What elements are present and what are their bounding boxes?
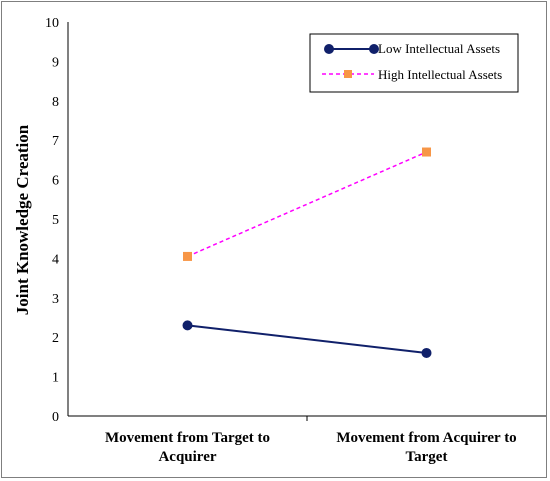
legend: Low Intellectual Assets High Intellectua… xyxy=(309,33,519,93)
x-category-label: Target xyxy=(406,449,448,465)
y-tick-label: 9 xyxy=(52,55,59,70)
data-point-low xyxy=(182,320,193,331)
data-point-high xyxy=(422,147,431,157)
data-point-low xyxy=(421,347,432,358)
x-category-label: Movement from Acquirer to xyxy=(336,430,516,446)
y-tick-label: 7 xyxy=(52,134,59,149)
y-tick-label: 2 xyxy=(52,331,59,346)
y-tick-label: 1 xyxy=(52,371,59,386)
y-axis-label: Joint Knowledge Creation xyxy=(13,124,32,315)
y-tick-label: 6 xyxy=(52,174,59,189)
y-tick-label: 0 xyxy=(52,410,59,425)
y-tick-label: 10 xyxy=(45,16,59,31)
legend-label-low: Low Intellectual Assets xyxy=(378,41,500,56)
y-tick-label: 4 xyxy=(52,252,59,267)
x-category-label: Acquirer xyxy=(158,449,216,465)
series-group xyxy=(182,147,432,358)
legend-marker-low-end xyxy=(369,44,379,54)
y-tick-group: 0 1 2 3 4 5 6 7 8 9 10 xyxy=(45,16,59,425)
y-tick-label: 8 xyxy=(52,95,59,110)
data-point-high xyxy=(183,251,192,261)
legend-label-high: High Intellectual Assets xyxy=(378,67,502,82)
x-category-group: Movement from Target to Acquirer Movement … xyxy=(105,430,517,465)
legend-marker-low-start xyxy=(324,44,334,54)
series-line-high xyxy=(187,151,427,258)
y-tick-label: 5 xyxy=(52,213,59,228)
legend-box xyxy=(309,33,519,93)
y-tick-label: 3 xyxy=(52,292,59,307)
legend-marker-high xyxy=(344,70,352,78)
series-line-low xyxy=(187,324,427,354)
x-category-label: Movement from Target to xyxy=(105,430,270,446)
